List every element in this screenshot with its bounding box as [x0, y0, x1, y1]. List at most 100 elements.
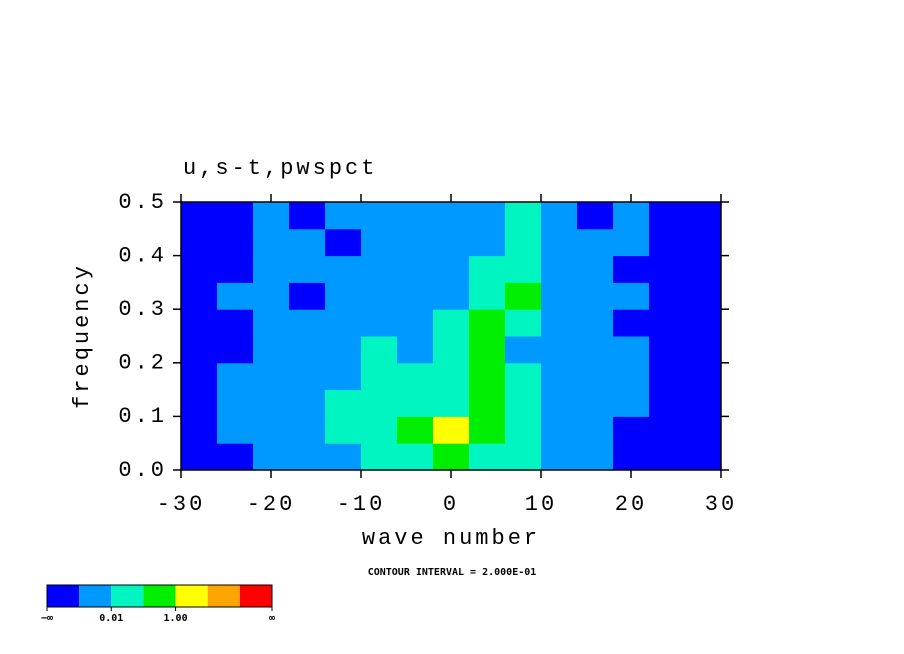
y-tick-label: 0.5 [118, 190, 167, 215]
contour-cell [397, 228, 434, 257]
contour-cell [289, 309, 326, 337]
contour-cell [505, 255, 542, 283]
contour-cell [325, 362, 362, 391]
contour-cell [469, 309, 506, 337]
contour-cell [469, 228, 506, 257]
contour-cell [469, 336, 506, 364]
contour-cell [505, 228, 542, 257]
x-tick-label: -30 [157, 492, 206, 517]
contour-cell [181, 362, 218, 391]
contour-cell [433, 282, 470, 310]
x-tick-label: 30 [705, 492, 737, 517]
contour-cell [613, 443, 650, 471]
contour-cell [217, 362, 254, 391]
contour-cell [433, 336, 470, 364]
contour-cell [361, 309, 398, 337]
contour-cell [433, 255, 470, 283]
contour-cell [253, 282, 290, 310]
contour-cell [253, 309, 290, 337]
contour-cell [649, 416, 686, 444]
contour-cell [289, 389, 326, 417]
contour-cell [397, 416, 434, 444]
x-tick-label: -20 [247, 492, 296, 517]
contour-cell [181, 389, 218, 417]
contour-cell [181, 336, 218, 364]
y-tick-label: 0.3 [118, 297, 167, 322]
contour-cell [685, 416, 722, 444]
contour-cell [217, 255, 254, 283]
contour-interval: CONTOUR INTERVAL = 2.000E-01 [368, 567, 537, 578]
colorbar-box [111, 585, 144, 607]
contour-cell [541, 389, 578, 417]
colorbar-box [47, 585, 80, 607]
x-tick-label: 10 [525, 492, 557, 517]
contour-cell [217, 282, 254, 310]
contour-cell [361, 336, 398, 364]
contour-cell [433, 416, 470, 444]
contour-cell [469, 389, 506, 417]
contour-cell [541, 282, 578, 310]
contour-cell [361, 255, 398, 283]
colorbar-label: 0.01 [99, 613, 123, 624]
contour-cell [253, 416, 290, 444]
contour-cell [505, 202, 542, 230]
contour-cell [469, 282, 506, 310]
contour-cell [613, 228, 650, 257]
contour-cell [397, 282, 434, 310]
colorbar-box [79, 585, 112, 607]
contour-cell [361, 416, 398, 444]
contour-cell [289, 443, 326, 471]
contour-cell [469, 443, 506, 471]
y-axis-label: frequency [70, 263, 95, 409]
contour-cell [397, 443, 434, 471]
contour-cell [685, 228, 722, 257]
contour-cell [685, 362, 722, 391]
colorbar-box [239, 585, 272, 607]
contour-cell [325, 443, 362, 471]
contour-cell [613, 309, 650, 337]
contour-cell [649, 362, 686, 391]
contour-cell [289, 282, 326, 310]
contour-cell [649, 336, 686, 364]
contour-cell [217, 416, 254, 444]
contour-cell [649, 309, 686, 337]
contour-cell [505, 336, 542, 364]
colorbar-frame [46, 584, 273, 608]
contour-cell [505, 443, 542, 471]
x-tick-label: -10 [337, 492, 386, 517]
x-tick-label: 20 [615, 492, 647, 517]
contour-cell [217, 336, 254, 364]
contour-cell [253, 202, 290, 230]
contour-cell [181, 202, 218, 230]
x-tick-label: 0 [443, 492, 459, 517]
contour-cell [361, 202, 398, 230]
contour-cell [505, 309, 542, 337]
contour-cell [325, 282, 362, 310]
contour-cell [325, 336, 362, 364]
contour-cell [361, 389, 398, 417]
chart-title: u,s-t,pwspct [183, 156, 377, 181]
contour-cell [613, 336, 650, 364]
contour-cell [577, 309, 614, 337]
contour-cell [289, 336, 326, 364]
contour-cell [469, 362, 506, 391]
contour-cell [433, 389, 470, 417]
contour-cell [577, 443, 614, 471]
colorbar-box [175, 585, 208, 607]
contour-cell [433, 443, 470, 471]
contour-cell [649, 202, 686, 230]
contour-cell [541, 416, 578, 444]
contour-cell [253, 336, 290, 364]
contour-cell [469, 255, 506, 283]
contour-cell [685, 202, 722, 230]
contour-cell [433, 362, 470, 391]
contour-cell [397, 336, 434, 364]
contour-cell [217, 228, 254, 257]
contour-cell [325, 416, 362, 444]
x-axis-label: wave number [362, 526, 540, 551]
contour-cell [613, 282, 650, 310]
contour-cell [685, 336, 722, 364]
y-tick-label: 0.2 [118, 351, 167, 376]
contour-cell [217, 443, 254, 471]
contour-cell [289, 202, 326, 230]
